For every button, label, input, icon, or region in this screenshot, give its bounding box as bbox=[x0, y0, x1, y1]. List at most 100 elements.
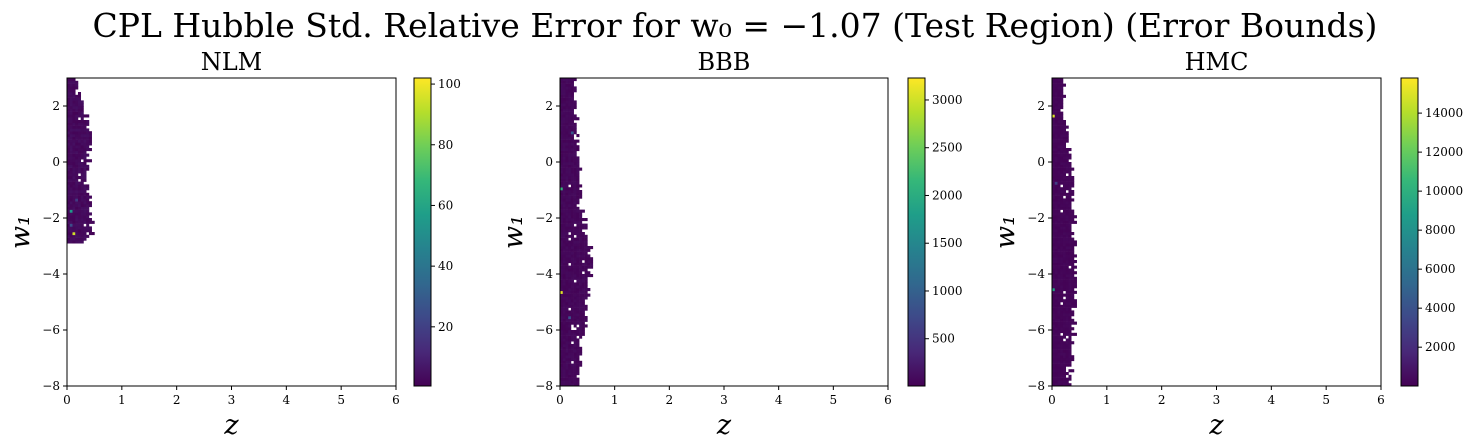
heatmap-cell bbox=[1054, 310, 1058, 314]
heatmap-cell bbox=[1062, 187, 1067, 191]
heatmap-cell bbox=[576, 380, 580, 384]
heatmap-cell bbox=[568, 164, 572, 168]
heatmap-cell bbox=[83, 145, 87, 149]
heatmap-cell bbox=[1054, 338, 1058, 342]
heatmap-cell bbox=[573, 150, 577, 154]
heatmap-cell bbox=[1060, 262, 1064, 266]
heatmap-cell bbox=[581, 285, 585, 289]
heatmap-cell bbox=[1052, 254, 1056, 258]
heatmap-cell bbox=[69, 178, 73, 182]
heatmap-cell bbox=[83, 226, 87, 230]
heatmap-cell bbox=[1062, 268, 1067, 272]
heatmap-cell bbox=[573, 145, 577, 149]
heatmap-cell bbox=[568, 111, 572, 115]
heatmap-cell bbox=[1062, 209, 1067, 213]
heatmap-cell bbox=[1071, 220, 1075, 224]
heatmap-cell bbox=[565, 223, 569, 227]
heatmap-cell bbox=[562, 254, 566, 258]
heatmap-cell bbox=[1065, 293, 1069, 297]
heatmap-cell bbox=[579, 195, 583, 199]
heatmap-cell bbox=[86, 122, 90, 126]
heatmap-cell bbox=[579, 318, 583, 322]
heatmap-cell bbox=[568, 134, 572, 138]
heatmap-cell bbox=[72, 145, 76, 149]
heatmap-cell bbox=[579, 223, 583, 227]
heatmap-cell bbox=[1062, 369, 1067, 373]
heatmap-cell bbox=[560, 296, 564, 300]
heatmap-cell bbox=[570, 274, 574, 278]
heatmap-cell bbox=[77, 92, 82, 96]
heatmap-cell bbox=[565, 313, 569, 317]
heatmap-cell bbox=[587, 262, 591, 266]
heatmap-cell bbox=[565, 111, 569, 115]
heatmap-cell bbox=[69, 209, 73, 213]
heatmap-cell bbox=[77, 206, 82, 210]
heatmap-cell bbox=[1052, 223, 1056, 227]
heatmap-cell bbox=[1052, 335, 1056, 339]
heatmap-cell bbox=[67, 80, 71, 84]
heatmap-cell bbox=[1062, 237, 1067, 241]
heatmap-cell bbox=[570, 136, 574, 140]
heatmap-cell bbox=[570, 145, 574, 149]
heatmap-cell bbox=[67, 89, 71, 93]
heatmap-cell bbox=[560, 103, 564, 107]
heatmap-cell bbox=[1054, 212, 1058, 216]
heatmap-cell bbox=[67, 83, 71, 87]
heatmap-cell bbox=[1071, 176, 1075, 180]
heatmap-cell bbox=[562, 159, 566, 163]
heatmap-cell bbox=[573, 358, 577, 362]
heatmap-cell bbox=[1060, 136, 1064, 140]
heatmap-cell bbox=[1060, 204, 1064, 208]
heatmap-cell bbox=[1065, 234, 1069, 238]
heatmap-cell bbox=[568, 201, 572, 205]
heatmap-cell bbox=[1060, 374, 1064, 378]
heatmap-cell bbox=[568, 358, 572, 362]
heatmap-cell bbox=[88, 218, 92, 222]
heatmap-cell bbox=[1052, 285, 1056, 289]
heatmap-cell bbox=[69, 167, 73, 171]
heatmap-cell bbox=[83, 167, 87, 171]
heatmap-cell bbox=[1065, 125, 1069, 129]
heatmap-cell bbox=[1065, 212, 1069, 216]
heatmap-cell bbox=[80, 181, 84, 185]
heatmap-cell bbox=[75, 139, 79, 143]
heatmap-cell bbox=[587, 271, 591, 275]
heatmap-cell bbox=[69, 150, 73, 154]
heatmap-cell bbox=[1057, 176, 1061, 180]
heatmap-cell bbox=[1071, 293, 1075, 297]
heatmap-cell bbox=[573, 355, 577, 359]
heatmap-cell bbox=[565, 156, 569, 160]
heatmap-cell bbox=[80, 114, 84, 118]
heatmap-cell bbox=[1054, 352, 1058, 356]
y-tick-label: −4 bbox=[535, 267, 553, 281]
heatmap-cell bbox=[1060, 274, 1064, 278]
heatmap-cell bbox=[1054, 226, 1058, 230]
heatmap-cell bbox=[1052, 128, 1056, 132]
heatmap-cell bbox=[576, 344, 580, 348]
heatmap-cell bbox=[1060, 363, 1064, 367]
heatmap-cell bbox=[576, 181, 580, 185]
heatmap-cell bbox=[1057, 226, 1061, 230]
heatmap-cell bbox=[72, 234, 76, 238]
heatmap-cells bbox=[67, 78, 95, 244]
heatmap-cell bbox=[1068, 148, 1072, 152]
heatmap-cell bbox=[565, 335, 569, 339]
heatmap-cell bbox=[562, 122, 566, 126]
heatmap-cell bbox=[562, 324, 566, 328]
heatmap-cell bbox=[1057, 363, 1061, 367]
heatmap-cell bbox=[77, 94, 82, 98]
heatmap-cell bbox=[83, 173, 87, 177]
figure-title: CPL Hubble Std. Relative Error for w₀ = … bbox=[93, 6, 1378, 45]
heatmap-cell bbox=[1052, 310, 1056, 314]
heatmap-cell bbox=[1068, 257, 1072, 261]
heatmap-cell bbox=[1057, 369, 1061, 373]
heatmap-cell bbox=[1065, 257, 1069, 261]
heatmap-cell bbox=[576, 274, 580, 278]
heatmap-cell bbox=[565, 293, 569, 297]
heatmap-cell bbox=[576, 167, 580, 171]
heatmap-cell bbox=[1062, 346, 1067, 350]
heatmap-cell bbox=[1060, 201, 1064, 205]
heatmap-cell bbox=[565, 178, 569, 182]
heatmap-cell bbox=[1071, 313, 1075, 317]
heatmap-cell bbox=[67, 117, 71, 121]
